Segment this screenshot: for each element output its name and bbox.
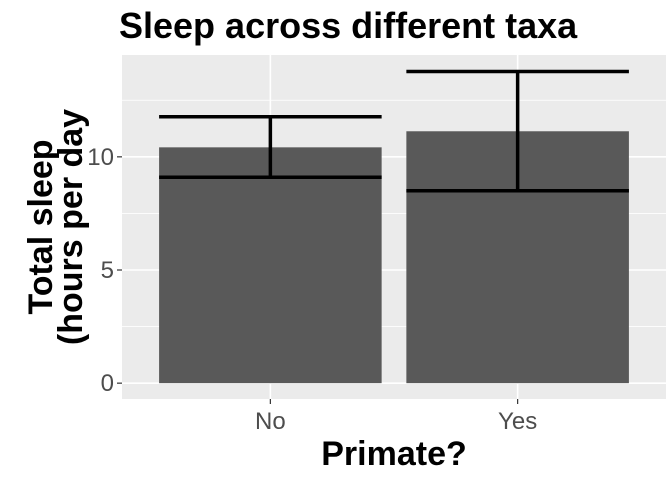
error-bar-no xyxy=(159,115,382,179)
bar-no xyxy=(159,147,382,384)
error-bars xyxy=(159,69,629,193)
x-tick-label-yes: Yes xyxy=(498,408,537,435)
bars xyxy=(159,131,629,384)
x-axis-title: Primate? xyxy=(321,435,467,473)
y-axis-ticks: 0 5 10 xyxy=(87,144,122,397)
x-tick-label-no: No xyxy=(255,408,286,435)
error-bar-yes xyxy=(406,69,629,193)
y-tick-label: 5 xyxy=(101,257,114,284)
y-axis-title-line-2: (hours per day xyxy=(52,109,90,345)
chart-title: Sleep across different taxa xyxy=(119,5,578,46)
y-tick-label: 10 xyxy=(87,144,114,171)
y-axis-title: Total sleep (hours per day xyxy=(22,109,90,345)
y-axis-title-line-1: Total sleep xyxy=(22,139,60,314)
y-tick-label: 0 xyxy=(101,370,114,397)
x-axis-ticks: No Yes xyxy=(255,399,537,435)
